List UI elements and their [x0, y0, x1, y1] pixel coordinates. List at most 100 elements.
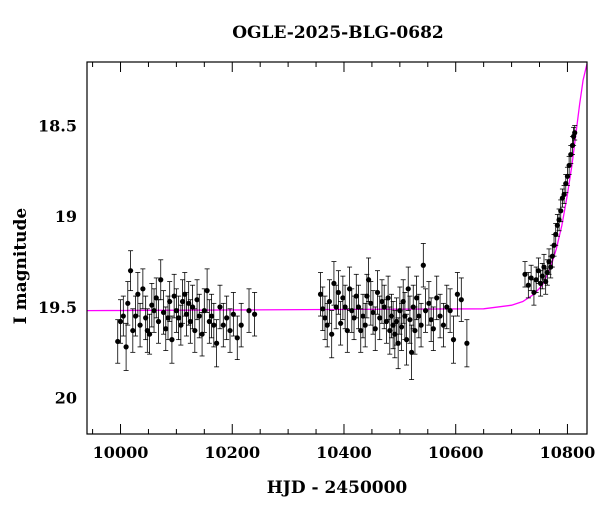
data-marker	[338, 320, 344, 326]
data-point	[115, 319, 121, 364]
data-point	[374, 270, 381, 315]
data-marker	[196, 313, 202, 319]
data-point	[338, 301, 344, 346]
data-marker	[211, 322, 217, 328]
data-marker	[115, 338, 121, 345]
data-point	[251, 292, 258, 337]
data-marker	[192, 327, 198, 334]
data-point	[420, 243, 426, 288]
data-point	[572, 125, 578, 141]
data-marker	[522, 271, 528, 277]
x-axis-label: HJD - 2450000	[267, 478, 408, 498]
data-point	[349, 288, 355, 333]
data-marker	[379, 298, 385, 305]
data-marker	[153, 295, 159, 301]
data-point	[206, 299, 212, 344]
data-marker	[381, 304, 387, 310]
data-point	[137, 302, 143, 348]
data-marker	[329, 331, 335, 337]
x-tick-label: 10600	[428, 443, 484, 462]
data-marker	[444, 304, 450, 310]
data-point	[525, 272, 531, 299]
data-marker	[130, 327, 136, 334]
data-marker	[362, 322, 368, 328]
data-point	[395, 317, 401, 370]
data-marker	[201, 308, 207, 314]
data-point	[169, 315, 175, 364]
data-marker	[430, 326, 436, 332]
data-marker	[217, 304, 223, 310]
data-point	[163, 306, 169, 351]
data-marker	[374, 289, 381, 296]
data-point	[430, 306, 436, 351]
data-point	[151, 288, 157, 333]
data-point	[342, 284, 348, 330]
data-point	[130, 308, 136, 353]
data-marker	[238, 322, 244, 328]
data-marker	[407, 317, 413, 323]
data-point	[422, 288, 429, 333]
data-marker	[464, 340, 470, 346]
data-marker	[454, 291, 460, 297]
data-marker	[403, 337, 410, 343]
data-marker	[412, 327, 418, 334]
data-point	[434, 275, 440, 321]
data-point	[454, 272, 460, 317]
data-marker	[179, 298, 186, 305]
data-point	[379, 279, 385, 324]
data-marker	[383, 318, 390, 325]
data-point	[178, 304, 184, 346]
data-point	[214, 319, 220, 368]
data-marker	[355, 304, 362, 310]
data-marker	[370, 309, 376, 316]
data-marker	[178, 322, 184, 328]
data-marker	[326, 298, 333, 305]
data-marker	[558, 208, 564, 214]
data-point	[208, 293, 215, 339]
data-marker	[169, 337, 175, 343]
data-marker	[146, 331, 153, 337]
data-marker	[320, 306, 326, 312]
data-point	[450, 315, 457, 364]
data-point	[135, 272, 141, 317]
data-point	[160, 290, 167, 335]
data-point	[368, 281, 374, 326]
data-marker	[224, 315, 230, 321]
data-point	[464, 319, 470, 368]
data-point	[541, 253, 547, 281]
data-point	[120, 295, 126, 337]
data-point	[355, 284, 362, 330]
data-point	[447, 288, 453, 333]
data-point	[377, 295, 383, 341]
data-marker	[528, 275, 534, 281]
data-point	[158, 259, 164, 301]
data-marker	[525, 282, 531, 288]
data-marker	[358, 327, 364, 334]
x-tick-label: 10400	[316, 443, 372, 462]
data-point	[426, 281, 432, 326]
data-point	[199, 312, 205, 357]
data-marker	[398, 324, 405, 330]
data-marker	[151, 308, 157, 314]
data-point	[140, 268, 146, 310]
data-marker	[125, 300, 131, 306]
data-marker	[541, 264, 547, 270]
data-marker	[158, 277, 164, 283]
data-point	[194, 279, 200, 321]
data-point	[428, 297, 434, 342]
model-curve-layer	[86, 63, 588, 312]
data-point	[320, 286, 326, 331]
data-marker	[227, 327, 233, 334]
data-point	[176, 295, 182, 341]
data-marker	[365, 277, 372, 283]
data-marker	[199, 331, 205, 337]
data-marker	[187, 318, 193, 325]
data-point	[344, 308, 350, 353]
data-point	[418, 302, 424, 348]
data-marker	[206, 318, 212, 325]
data-point	[362, 302, 368, 348]
data-marker	[426, 300, 432, 306]
data-marker	[183, 311, 190, 317]
data-point	[360, 293, 366, 339]
data-marker	[428, 317, 434, 323]
